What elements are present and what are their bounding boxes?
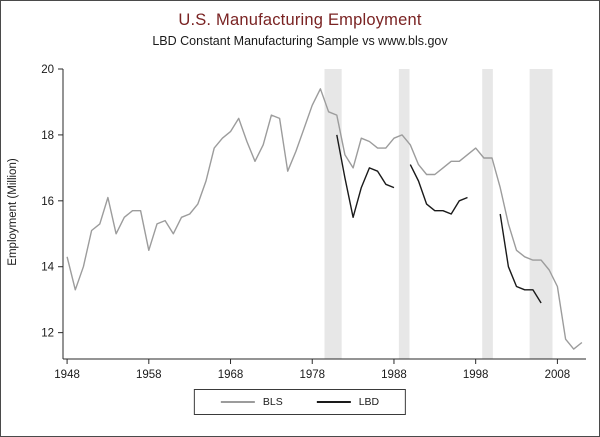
- legend-label-lbd: LBD: [358, 396, 380, 408]
- series-line-bls: [66, 88, 583, 350]
- bls-line-sample: [220, 401, 255, 403]
- x-tick-label: 1978: [299, 369, 325, 381]
- legend: BLS LBD: [193, 389, 407, 415]
- legend-item-bls: BLS: [220, 396, 283, 408]
- chart-title: U.S. Manufacturing Employment: [178, 11, 422, 29]
- x-tick-label: 1948: [54, 369, 80, 381]
- chart-subtitle: LBD Constant Manufacturing Sample vs www…: [152, 34, 448, 48]
- legend-item-lbd: LBD: [316, 396, 380, 408]
- x-tick-label: 1968: [218, 369, 244, 381]
- x-tick-label: 2008: [545, 369, 571, 381]
- y-tick-label: 20: [41, 64, 54, 76]
- legend-label-bls: BLS: [262, 396, 283, 408]
- x-tick-label: 1988: [381, 369, 407, 381]
- highlight-band: [482, 69, 493, 359]
- series-line-lbd: [336, 134, 542, 304]
- highlight-band: [324, 69, 342, 359]
- y-tick-label: 14: [41, 262, 54, 274]
- y-tick-label: 18: [41, 130, 54, 142]
- highlight-band: [529, 69, 553, 359]
- x-tick-label: 1958: [136, 369, 162, 381]
- lbd-line-sample: [316, 401, 351, 403]
- y-tick-label: 12: [41, 328, 54, 340]
- y-tick-label: 16: [41, 196, 54, 208]
- x-tick-label: 1998: [463, 369, 489, 381]
- highlight-band: [398, 69, 410, 359]
